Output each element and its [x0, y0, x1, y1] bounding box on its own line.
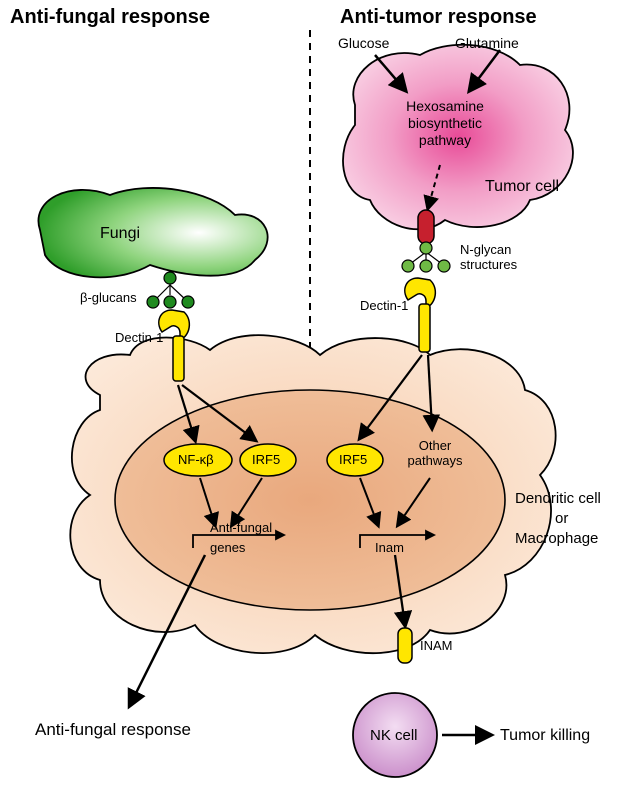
nfkb-text: NF-κβ: [178, 452, 214, 467]
fungi-label: Fungi: [100, 225, 140, 243]
dectin-right: [405, 278, 436, 352]
celltype-line3: Macrophage: [515, 530, 598, 547]
tumor-killing-label: Tumor killing: [500, 727, 590, 745]
antifungal-output: Anti-fungal response: [35, 720, 191, 740]
beta-glucan-label: β-glucans: [80, 290, 137, 305]
gene-left-line1: Anti-fungal: [210, 520, 272, 535]
glutamine-label: Glutamine: [455, 35, 519, 51]
beta-glucans: [147, 272, 194, 308]
other-line2: pathways: [400, 453, 470, 468]
nk-cell-label: NK cell: [370, 727, 418, 744]
dectin-right-label: Dectin-1: [360, 298, 408, 313]
nglycan-line1: N-glycan: [460, 242, 511, 257]
nucleus: [115, 390, 505, 610]
celltype-line2: or: [555, 510, 568, 527]
hexosamine-line1: Hexosamine: [395, 98, 495, 114]
tumor-cell-label: Tumor cell: [485, 178, 559, 196]
fungi-cell: [38, 188, 267, 277]
gene-left-line2: genes: [210, 540, 245, 555]
inam-label: INAM: [420, 638, 453, 653]
irf5-left-text: IRF5: [252, 452, 280, 467]
glucose-label: Glucose: [338, 35, 389, 51]
n-glycan-structures: [402, 242, 450, 272]
inam-protein: [398, 628, 412, 663]
tumor-receptor: [418, 210, 434, 244]
celltype-line1: Dendritic cell: [515, 490, 601, 507]
hexosamine-line2: biosynthetic: [395, 115, 495, 131]
other-line1: Other: [400, 438, 470, 453]
gene-right: Inam: [375, 540, 404, 555]
hexosamine-line3: pathway: [395, 132, 495, 148]
title-right: Anti-tumor response: [340, 6, 537, 29]
title-left: Anti-fungal response: [10, 6, 210, 29]
nglycan-line2: structures: [460, 257, 517, 272]
dectin-left-label: Dectin-1: [115, 330, 163, 345]
irf5-right-text: IRF5: [339, 452, 367, 467]
